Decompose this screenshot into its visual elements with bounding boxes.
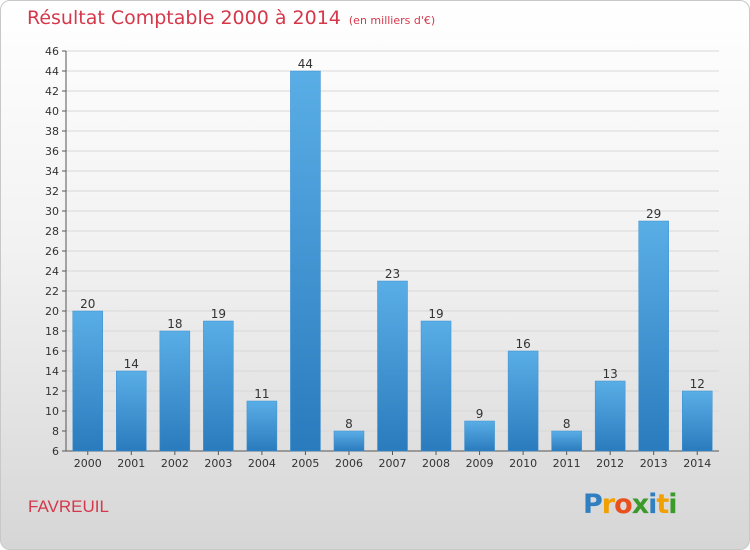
x-tick-label-2008: 2008: [422, 457, 450, 470]
y-tick-label: 28: [45, 225, 59, 238]
value-label-2005: 44: [298, 57, 313, 71]
y-tick-label: 40: [45, 105, 59, 118]
y-tick-label: 42: [45, 85, 59, 98]
chart-title: Résultat Comptable 2000 à 2014 (en millie…: [27, 7, 435, 29]
logo-letter: i: [668, 489, 677, 520]
y-tick-label: 32: [45, 185, 59, 198]
y-tick-label: 6: [52, 445, 59, 458]
y-tick-label: 10: [45, 405, 59, 418]
value-label-2013: 29: [646, 207, 661, 221]
y-tick-label: 8: [52, 425, 59, 438]
logo-letter: o: [614, 489, 633, 520]
x-tick-label-2003: 2003: [204, 457, 232, 470]
bar-2000: [72, 310, 104, 452]
bar-2009: [464, 420, 495, 452]
labels: 6 8 10 12 14 16 18 20 22 24 26 28 30 32 34 36 38 40 42 44 46…: [45, 45, 711, 470]
bar-2004: [246, 400, 278, 452]
y-tick-label: 34: [45, 165, 59, 178]
bar-2011: [551, 430, 582, 452]
y-tick-label: 22: [45, 285, 59, 298]
bars: [72, 70, 713, 452]
proxiti-logo: Proxiti: [583, 489, 678, 520]
x-tick-label-2006: 2006: [335, 457, 363, 470]
value-label-2014: 12: [690, 377, 705, 391]
bar-2010: [507, 350, 539, 452]
logo-letter: r: [601, 489, 615, 520]
bar-2006: [333, 430, 365, 452]
value-label-2006: 8: [345, 417, 353, 431]
logo-letter: P: [583, 489, 603, 520]
logo-letter: x: [631, 489, 649, 520]
chart-title-text: Résultat Comptable 2000 à 2014: [27, 7, 341, 29]
commune-name: FAVREUIL: [28, 497, 109, 516]
y-tick-label: 14: [45, 365, 59, 378]
x-tick-label-2013: 2013: [640, 457, 668, 470]
x-tick-label-2014: 2014: [683, 457, 711, 470]
value-label-2001: 14: [124, 357, 139, 371]
bar-2013: [638, 220, 669, 452]
x-tick-label-2007: 2007: [379, 457, 407, 470]
value-label-2007: 23: [385, 267, 400, 281]
x-tick-label-2012: 2012: [596, 457, 624, 470]
x-tick-label-2002: 2002: [161, 457, 189, 470]
x-tick-label-2001: 2001: [117, 457, 145, 470]
y-tick-label: 20: [45, 305, 59, 318]
bar-2005: [290, 70, 321, 452]
x-tick-label-2011: 2011: [553, 457, 581, 470]
x-tick-label-2004: 2004: [248, 457, 276, 470]
x-tick-label-2000: 2000: [74, 457, 102, 470]
value-label-2004: 11: [254, 387, 269, 401]
y-tick-label: 46: [45, 45, 59, 58]
logo-letter: i: [648, 489, 657, 520]
chart-subtitle: (en milliers d'€): [348, 14, 436, 27]
bar-2001: [116, 370, 147, 452]
value-label-2003: 19: [211, 307, 226, 321]
x-tick-label-2009: 2009: [466, 457, 494, 470]
y-tick-label: 44: [45, 65, 59, 78]
bar-2008: [420, 320, 452, 452]
x-tick-label-2010: 2010: [509, 457, 537, 470]
value-label-2010: 16: [515, 337, 530, 351]
value-label-2012: 13: [603, 367, 618, 381]
value-label-2011: 8: [563, 417, 571, 431]
y-tick-label: 26: [45, 245, 59, 258]
value-label-2002: 18: [167, 317, 182, 331]
y-tick-label: 12: [45, 385, 59, 398]
bar-2003: [203, 320, 234, 452]
y-tick-label: 38: [45, 125, 59, 138]
y-tick-label: 18: [45, 325, 59, 338]
bar-2014: [681, 390, 713, 452]
y-tick-label: 30: [45, 205, 59, 218]
y-tick-label: 36: [45, 145, 59, 158]
bar-2007: [377, 280, 408, 452]
x-tick-label-2005: 2005: [291, 457, 319, 470]
bar-2012: [594, 380, 626, 452]
value-label-2008: 19: [428, 307, 443, 321]
value-label-2009: 9: [476, 407, 484, 421]
bar-2002: [159, 330, 191, 452]
value-label-2000: 20: [80, 297, 95, 311]
y-tick-label: 24: [45, 265, 59, 278]
y-tick-label: 16: [45, 345, 59, 358]
logo-letter: t: [656, 489, 669, 520]
